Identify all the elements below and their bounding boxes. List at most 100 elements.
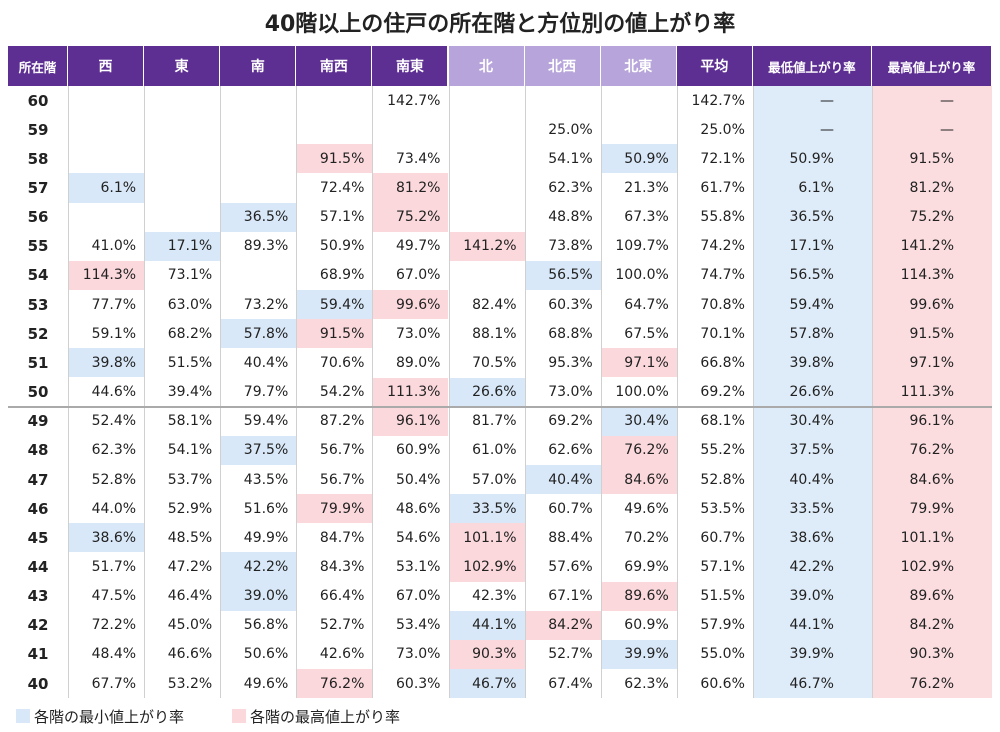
cell: 60.3% [396, 675, 441, 692]
cell: 56.7% [319, 442, 365, 459]
cell: 73.2% [243, 296, 289, 313]
cell: 60.7% [700, 529, 745, 546]
cell: 37.5% [220, 435, 297, 465]
cell: 74.2% [700, 238, 745, 255]
header-cell: 南 [220, 46, 297, 86]
cell: 62.3% [624, 675, 669, 692]
header-cell: 西 [68, 46, 145, 86]
title: 40階以上の住戸の所在階と方位別の値上がり率 [264, 12, 736, 37]
cell: 33.5% [789, 500, 834, 517]
column-line [752, 86, 754, 699]
cell: 100.0% [615, 267, 669, 284]
cell [68, 115, 144, 144]
cell: 109.7% [615, 238, 669, 255]
cell: 45.0% [167, 617, 213, 634]
cell: 56.7% [319, 471, 365, 488]
cell: 90.3% [909, 646, 954, 663]
legend-min: 各階の最小値上がり率 [34, 708, 185, 726]
cell: — [940, 92, 954, 109]
cell: 97.1% [909, 354, 954, 371]
cell: 84.3% [319, 558, 365, 575]
cell: 102.9% [448, 552, 525, 582]
cell: 38.6% [789, 529, 834, 546]
cell: 48.4% [91, 646, 137, 663]
cell: 70.6% [319, 354, 365, 371]
cell: 43.5% [243, 471, 289, 488]
cell: 46.6% [167, 646, 213, 663]
cell [296, 86, 372, 115]
cell: 89.0% [396, 354, 441, 371]
cell: 52.8% [91, 471, 137, 488]
cell: 81.2% [372, 173, 449, 203]
floor-label: 43 [27, 587, 49, 606]
floor-label: 53 [27, 295, 49, 314]
floor-label: 59 [27, 120, 49, 139]
cell: 75.2% [372, 202, 449, 232]
header-cell: 北 [448, 46, 525, 86]
cell: 59.4% [243, 413, 289, 430]
cell: 46.7% [448, 669, 525, 699]
cell: 88.4% [548, 529, 593, 546]
cell: 87.2% [319, 413, 365, 430]
cell: 64.7% [624, 296, 669, 313]
floor-label: 48 [27, 441, 49, 460]
header-cell: 北東 [600, 46, 677, 86]
cell: 57.8% [220, 319, 297, 349]
header-cell: 平均 [676, 46, 753, 86]
cell: 73.0% [396, 325, 441, 342]
column-line [600, 86, 602, 699]
cell: 53.7% [167, 471, 213, 488]
cell: 76.2% [909, 442, 954, 459]
cell: 88.1% [472, 325, 517, 342]
cell: 57.1% [319, 209, 365, 226]
cell: 59.1% [91, 325, 137, 342]
cell: 48.5% [167, 529, 213, 546]
cell: 89.6% [909, 588, 954, 605]
cell [449, 86, 525, 115]
cell [144, 115, 220, 144]
cell: 84.2% [909, 617, 954, 634]
floor-label: 57 [27, 179, 49, 197]
cell: 50.9% [319, 238, 365, 255]
column-line [372, 86, 374, 699]
cell [449, 203, 525, 232]
cell: 38.6% [68, 523, 145, 553]
cell: 70.1% [700, 325, 745, 342]
cell: 26.6% [448, 377, 525, 407]
cell: 62.3% [548, 180, 593, 196]
cell: 73.8% [548, 238, 593, 255]
cell [601, 86, 677, 115]
floor-label: 54 [27, 266, 49, 285]
cell: 52.7% [319, 617, 365, 634]
cell: 54.2% [319, 384, 365, 401]
cell: 48.6% [396, 500, 441, 517]
cell: 142.7% [387, 92, 441, 109]
header-cell: 所在階 [8, 46, 68, 86]
cell: 55.0% [700, 646, 745, 663]
cell: 79.9% [909, 500, 954, 517]
cell: 76.2% [296, 669, 373, 699]
cell: 68.9% [319, 267, 365, 284]
cell: 73.1% [167, 267, 213, 284]
column-line [524, 86, 526, 699]
cell: 61.0% [472, 442, 517, 459]
cell: 97.1% [600, 348, 677, 378]
cell: 101.1% [900, 529, 954, 546]
column-line [68, 86, 69, 699]
floor-label: 52 [27, 324, 49, 343]
header-cell: 最高値上がり率 [872, 46, 992, 86]
cell: 26.6% [789, 384, 834, 401]
cell: 79.9% [296, 494, 373, 524]
cell: 91.5% [909, 325, 954, 342]
header-cell: 最低値上がり率 [752, 46, 872, 86]
cell: 60.9% [624, 617, 669, 634]
cell: 44.0% [91, 500, 137, 517]
cell: 73.0% [548, 384, 593, 401]
cell: 46.7% [789, 675, 834, 692]
cell: 69.2% [700, 384, 745, 401]
cell: 79.7% [243, 384, 289, 401]
cell: 51.5% [167, 354, 213, 371]
floor-label: 49 [27, 412, 49, 431]
cell: 66.4% [319, 588, 365, 605]
